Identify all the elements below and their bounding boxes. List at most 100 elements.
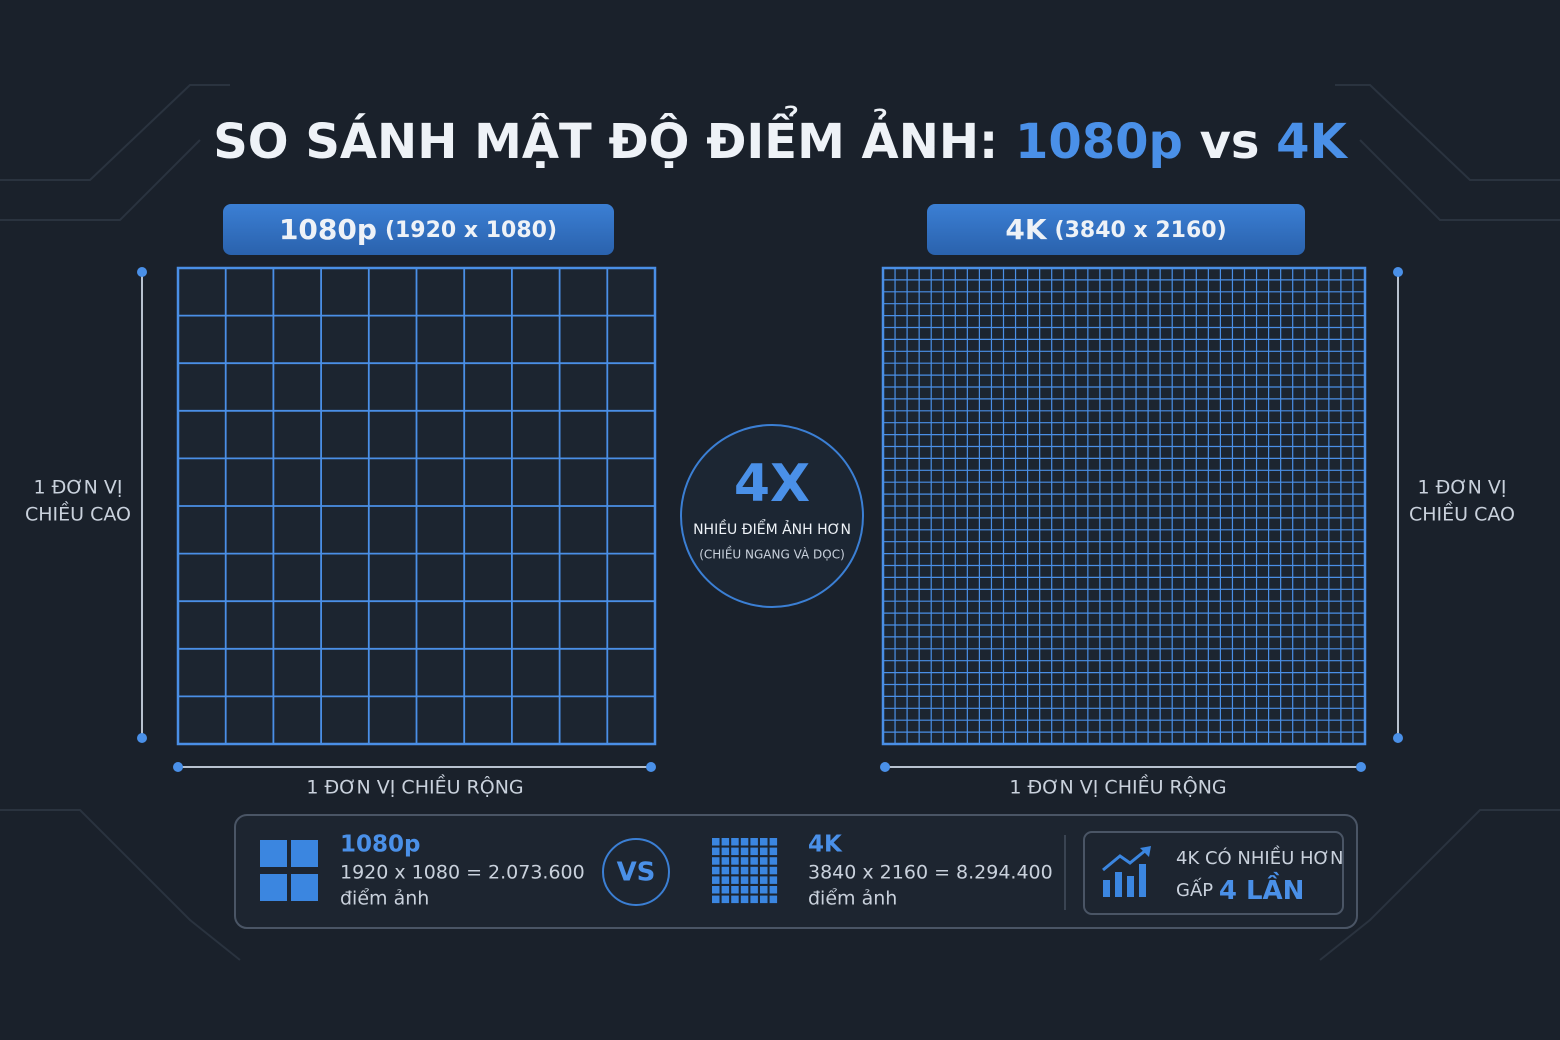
icon-cell bbox=[750, 847, 758, 856]
summary-name: 1080p bbox=[340, 832, 420, 858]
icon-cell bbox=[740, 847, 749, 856]
icon-chart bbox=[1102, 846, 1151, 897]
summary-unit: điểm ảnh bbox=[340, 888, 429, 910]
dimension-dot bbox=[646, 762, 656, 772]
result-emphasis: 4 LẦN bbox=[1219, 871, 1305, 906]
icon-cell bbox=[712, 838, 720, 846]
icon-cell bbox=[760, 838, 768, 846]
decor-lines bbox=[0, 84, 1560, 961]
pixel-grids bbox=[176, 266, 1367, 746]
summary-unit: điểm ảnh bbox=[808, 888, 897, 910]
icon-cell bbox=[260, 840, 287, 867]
height-label: CHIỀU CAO bbox=[1409, 501, 1515, 526]
icon-bar bbox=[1115, 872, 1122, 897]
dimension-dot bbox=[137, 267, 147, 277]
summary-name: 4K bbox=[808, 832, 843, 858]
badge-name: 1080p bbox=[279, 213, 377, 246]
icon-cell bbox=[712, 847, 720, 856]
title: SO SÁNH MẬT ĐỘ ĐIỂM ẢNH: 1080p vs 4K bbox=[213, 105, 1348, 170]
icon-cell bbox=[750, 886, 758, 894]
badge-res: (3840 x 2160) bbox=[1055, 218, 1227, 243]
center-line: (CHIỀU NGANG VÀ DỌC) bbox=[699, 546, 845, 562]
badge bbox=[223, 204, 614, 255]
icon-cell bbox=[760, 895, 768, 904]
icon-cell bbox=[750, 876, 758, 884]
icon-cell bbox=[769, 838, 778, 846]
icon-cell bbox=[731, 838, 739, 846]
dimension-lines bbox=[137, 267, 1403, 772]
summary-formula: 3840 x 2160 = 8.294.400 bbox=[808, 862, 1053, 884]
summary-formula: 1920 x 1080 = 2.073.600 bbox=[340, 862, 585, 884]
center-big: 4X bbox=[734, 454, 810, 514]
icon-cell bbox=[740, 886, 749, 894]
dimension-dot bbox=[137, 733, 147, 743]
icon-cell bbox=[760, 857, 768, 865]
badge-res: (1920 x 1080) bbox=[385, 218, 557, 243]
icon-cell bbox=[721, 847, 730, 856]
icon-cell bbox=[769, 895, 778, 904]
icon-cell bbox=[769, 847, 778, 856]
icon-cell bbox=[712, 886, 720, 894]
icon-arrow bbox=[1140, 846, 1151, 857]
badge-name: 4K bbox=[1005, 213, 1047, 246]
icon-trend bbox=[1102, 848, 1147, 872]
dimension-dot bbox=[173, 762, 183, 772]
vs: VS bbox=[617, 858, 656, 888]
title-part: 1080p bbox=[1015, 114, 1183, 170]
height-label: CHIỀU CAO bbox=[25, 501, 131, 526]
icon-cell bbox=[760, 876, 768, 884]
icon-cell bbox=[291, 840, 318, 867]
icon-cell bbox=[721, 866, 730, 875]
height-label: 1 ĐƠN VỊ bbox=[1417, 477, 1506, 499]
dimension-dot bbox=[1356, 762, 1366, 772]
icon-cell bbox=[721, 886, 730, 894]
title-part: 4K bbox=[1276, 114, 1348, 170]
pixel-grid bbox=[176, 266, 657, 746]
icon-bar bbox=[1127, 876, 1134, 897]
icon-cell bbox=[731, 866, 739, 875]
icon-4k bbox=[712, 838, 778, 904]
icon-cell bbox=[740, 838, 749, 846]
icon-cell bbox=[750, 866, 758, 875]
icon-cell bbox=[721, 838, 730, 846]
icon-cell bbox=[760, 886, 768, 894]
icon-bar bbox=[1139, 864, 1146, 897]
icon-cell bbox=[750, 895, 758, 904]
icon-cell bbox=[740, 866, 749, 875]
icon-cell bbox=[731, 895, 739, 904]
center-line: NHIỀU ĐIỂM ẢNH HƠN bbox=[693, 519, 851, 538]
badge bbox=[927, 204, 1305, 255]
icon-cell bbox=[721, 876, 730, 884]
width-label: 1 ĐƠN VỊ CHIỀU RỘNG bbox=[1009, 774, 1226, 799]
icon-cell bbox=[731, 886, 739, 894]
icon-cell bbox=[731, 847, 739, 856]
height-label: 1 ĐƠN VỊ bbox=[33, 477, 122, 499]
result-box bbox=[1083, 831, 1344, 915]
result-text: GẤP bbox=[1176, 877, 1219, 901]
icon-cell bbox=[750, 838, 758, 846]
icon-cell bbox=[769, 866, 778, 875]
icon-cell bbox=[750, 857, 758, 865]
icon-cell bbox=[291, 874, 318, 901]
icon-cell bbox=[769, 857, 778, 865]
icon-cell bbox=[760, 866, 768, 875]
result-line: GẤP 4 LẦN bbox=[1176, 871, 1304, 906]
center-circle bbox=[680, 424, 864, 608]
dimension-dot bbox=[880, 762, 890, 772]
icon-cell bbox=[769, 876, 778, 884]
badge-label: 4K (3840 x 2160) bbox=[1005, 213, 1226, 246]
dimension-dot bbox=[1393, 267, 1403, 277]
icon-cell bbox=[712, 857, 720, 865]
icon-cell bbox=[760, 847, 768, 856]
icon-cell bbox=[731, 857, 739, 865]
width-label: 1 ĐƠN VỊ CHIỀU RỘNG bbox=[306, 774, 523, 799]
dimension-dot bbox=[1393, 733, 1403, 743]
badge-label: 1080p (1920 x 1080) bbox=[279, 213, 557, 246]
icon-cell bbox=[712, 876, 720, 884]
icon-cell bbox=[731, 876, 739, 884]
title-part: vs bbox=[1183, 114, 1276, 170]
icon-bar bbox=[1103, 880, 1110, 897]
icon-cell bbox=[740, 895, 749, 904]
